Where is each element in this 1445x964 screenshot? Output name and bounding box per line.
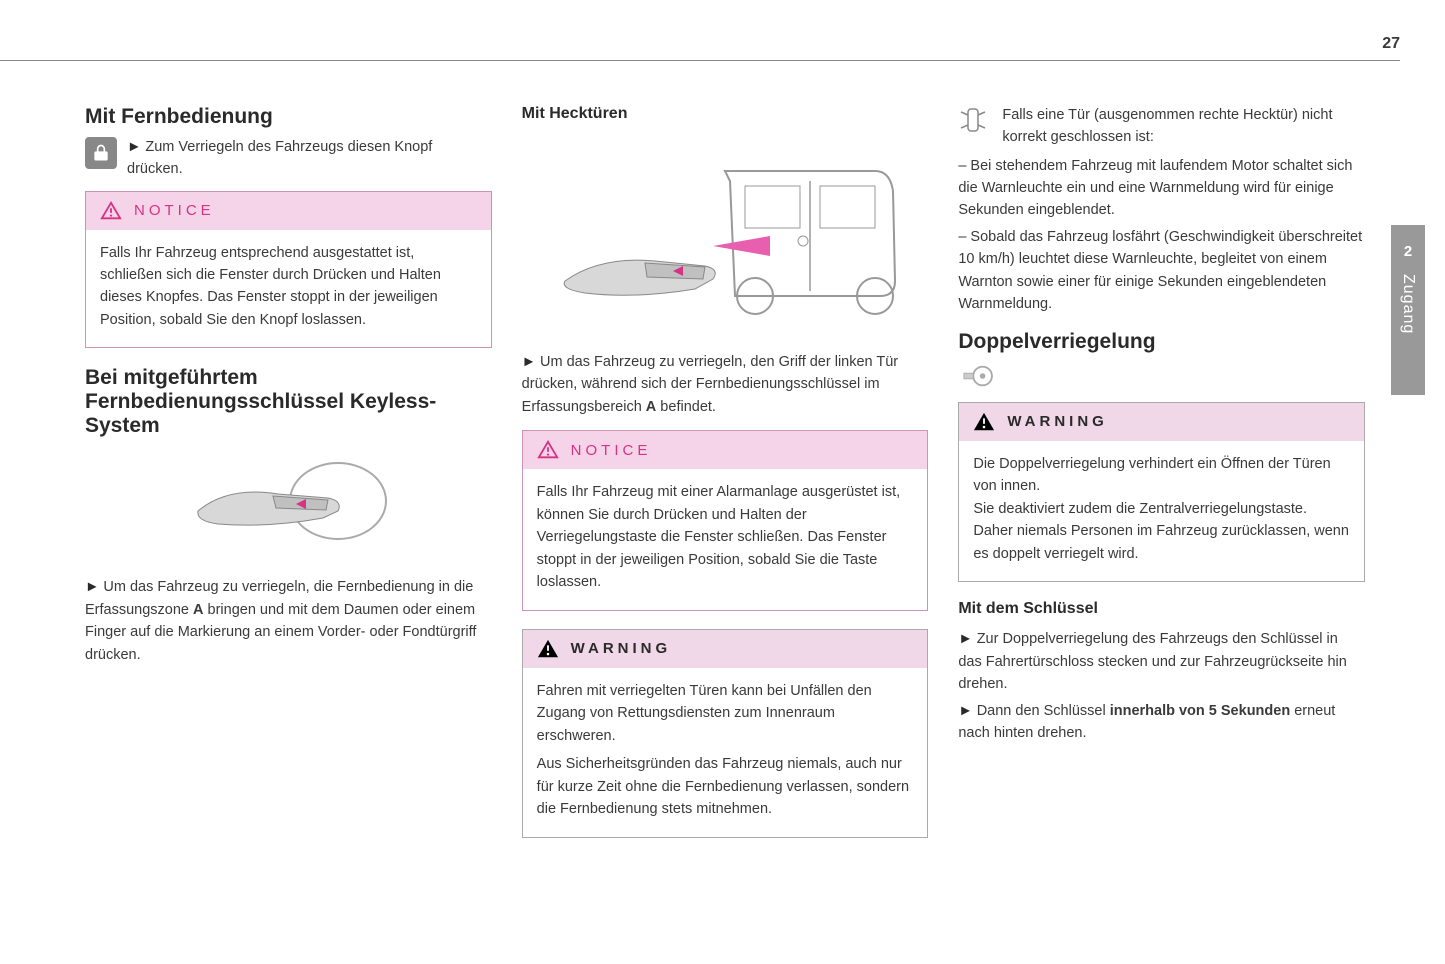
heading-reardoors: Mit Hecktüren — [522, 105, 929, 123]
key-para-2: ►Dann den Schlüssel innerhalb von 5 Seku… — [958, 700, 1365, 745]
chapter-tab: 2 Zugang — [1391, 225, 1425, 395]
warning-box-2: WARNING Die Doppelverriegelung verhinder… — [958, 402, 1365, 582]
lock-icon — [85, 137, 117, 169]
keyless-paragraph: ►Um das Fahrzeug zu verriegeln, die Fern… — [85, 576, 492, 666]
warning-para-1b: Aus Sicherheitsgründen das Fahrzeug niem… — [537, 753, 914, 820]
warning-header-1: WARNING — [523, 630, 928, 668]
page-content: Mit Fernbedienung ►Zum Verriegeln des Fa… — [85, 105, 1365, 856]
warning-para-2c: Daher niemals Personen im Fahrzeug zurüc… — [973, 520, 1350, 565]
warning-title-1: WARNING — [571, 640, 672, 657]
warning-para-1a: Fahren mit verriegelten Türen kann bei U… — [537, 680, 914, 747]
heading-remote: Mit Fernbedienung — [85, 105, 492, 129]
warning-body-1: Fahren mit verriegelten Türen kann bei U… — [523, 668, 928, 837]
warning-triangle-icon — [537, 638, 559, 660]
notice-triangle-icon — [537, 439, 559, 461]
heading-deadlock: Doppelverriegelung — [958, 330, 1365, 354]
column-1: Mit Fernbedienung ►Zum Verriegeln des Fa… — [85, 105, 492, 856]
notice-title-2: NOTICE — [571, 442, 652, 459]
notice-triangle-icon — [100, 200, 122, 222]
notice-body: Falls Ihr Fahrzeug entsprechend ausgesta… — [86, 230, 491, 348]
rear-paragraph: ►Um das Fahrzeug zu verriegeln, den Grif… — [522, 351, 929, 418]
door-open-text: Falls eine Tür (ausgenommen rechte Heckt… — [1002, 105, 1365, 149]
key-para-1: ►Zur Doppelverriegelung des Fahrzeugs de… — [958, 628, 1365, 695]
notice-title: NOTICE — [134, 202, 215, 219]
door-open-warning-row: Falls eine Tür (ausgenommen rechte Heckt… — [958, 105, 1365, 149]
steering-lock-icon — [958, 362, 992, 390]
notice-box-2: NOTICE Falls Ihr Fahrzeug mit einer Alar… — [522, 430, 929, 610]
warning-para-2b: Sie deaktiviert zudem die Zentralverrieg… — [973, 498, 1350, 520]
warning-header-2: WARNING — [959, 403, 1364, 441]
warning-box-1: WARNING Fahren mit verriegelten Türen ka… — [522, 629, 929, 838]
notice-box-1: NOTICE Falls Ihr Fahrzeug entsprechend a… — [85, 191, 492, 349]
dash-item-1: – Bei stehendem Fahrzeug mit laufendem M… — [958, 155, 1365, 222]
lock-instruction-row: ►Zum Verriegeln des Fahrzeugs diesen Kno… — [85, 137, 492, 181]
warning-para-2a: Die Doppelverriegelung verhindert ein Öf… — [973, 453, 1350, 498]
warning-body-2: Die Doppelverriegelung verhindert ein Öf… — [959, 441, 1364, 581]
warning-title-2: WARNING — [1007, 413, 1108, 430]
warning-triangle-icon — [973, 411, 995, 433]
car-door-open-icon — [958, 105, 988, 135]
chapter-number: 2 — [1404, 243, 1412, 260]
page-number: 27 — [1382, 35, 1400, 53]
illustration-hand-front — [85, 456, 492, 556]
heading-with-key: Mit dem Schlüssel — [958, 600, 1365, 618]
column-3: Falls eine Tür (ausgenommen rechte Heckt… — [958, 105, 1365, 856]
lock-instruction-text: ►Zum Verriegeln des Fahrzeugs diesen Kno… — [127, 137, 492, 181]
chapter-label: Zugang — [1399, 274, 1417, 334]
illustration-van-rear — [522, 141, 929, 331]
notice-header-2: NOTICE — [523, 431, 928, 469]
notice-header: NOTICE — [86, 192, 491, 230]
dash-item-2: – Sobald das Fahrzeug losfährt (Geschwin… — [958, 226, 1365, 316]
notice-body-2: Falls Ihr Fahrzeug mit einer Alarmanlage… — [523, 469, 928, 609]
column-2: Mit Hecktüren ►Um das Fahrzeug zu verrie… — [522, 105, 929, 856]
heading-keyless: Bei mitgeführtem Fernbedienungsschlüssel… — [85, 366, 492, 438]
header-rule — [0, 60, 1400, 61]
